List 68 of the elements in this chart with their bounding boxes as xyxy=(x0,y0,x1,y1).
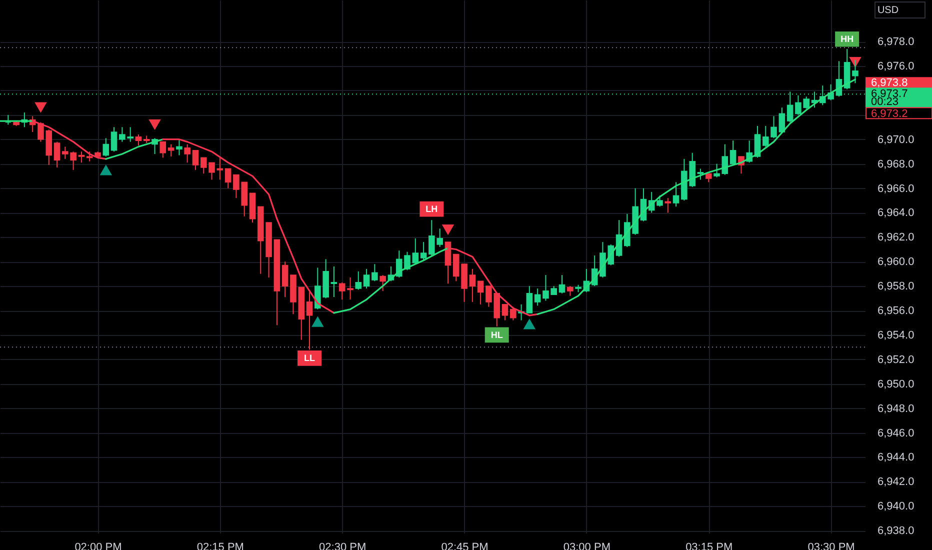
candlestick xyxy=(330,266,338,298)
y-tick-label: 6,938.0 xyxy=(878,525,914,538)
text: 6,973.2 xyxy=(871,108,908,120)
y-tick-label: 6,970.0 xyxy=(878,134,914,146)
candlestick xyxy=(282,261,288,298)
candlestick xyxy=(567,286,574,296)
candlestick xyxy=(469,268,476,302)
candlestick xyxy=(102,138,110,157)
y-tick-label: 6,954.0 xyxy=(878,329,914,342)
candlestick xyxy=(672,182,680,208)
point xyxy=(312,316,324,327)
candlestick xyxy=(477,280,484,305)
candlestick xyxy=(216,157,224,180)
text: 6,973.8 xyxy=(871,77,908,90)
candlestick xyxy=(78,151,85,164)
y-tick-label: 6,976.0 xyxy=(878,60,914,73)
candlestick xyxy=(526,286,533,314)
candlestick xyxy=(338,282,346,300)
candlestick xyxy=(730,140,736,166)
line-series xyxy=(536,78,856,315)
candlestick xyxy=(664,198,672,214)
candlestick xyxy=(192,150,199,170)
point xyxy=(523,318,536,330)
y-tick-label: 6,942.0 xyxy=(878,476,914,488)
y-tick-label: 6,950.0 xyxy=(878,378,914,390)
y-tick-label: 6,964.0 xyxy=(878,207,914,220)
candlestick xyxy=(534,288,541,306)
annotation: LL xyxy=(304,353,316,364)
y-tick-label: 6,968.0 xyxy=(878,158,914,170)
candlestick xyxy=(347,277,354,300)
candlestick xyxy=(135,134,142,146)
candlestick xyxy=(54,141,60,168)
y-tick-label: 6,958.0 xyxy=(878,280,914,293)
y-tick-label: 6,948.0 xyxy=(878,402,914,415)
y-tick-label: 6,962.0 xyxy=(878,232,914,244)
candlestick xyxy=(656,195,663,208)
candlestick xyxy=(558,274,566,294)
candlestick xyxy=(380,274,386,292)
y-tick-label: 6,946.0 xyxy=(878,427,914,440)
candlestick xyxy=(372,264,378,282)
text: 00:23 xyxy=(871,96,899,108)
candlestick xyxy=(363,268,370,290)
y-tick-label: 6,944.0 xyxy=(878,452,914,464)
point xyxy=(442,224,454,236)
candlestick xyxy=(697,168,704,180)
candlestick xyxy=(176,138,182,156)
annotation: LH xyxy=(426,204,438,214)
y-tick-label: 6,952.0 xyxy=(878,354,914,366)
y-tick-label: 6,956.0 xyxy=(878,305,914,318)
candlestick xyxy=(420,242,427,261)
y-tick-label: 6,978.0 xyxy=(878,36,914,48)
candlestick xyxy=(355,270,362,290)
line-series xyxy=(105,138,164,160)
candlestick xyxy=(168,144,174,157)
text: USD xyxy=(877,5,899,16)
y-tick-label: 6,960.0 xyxy=(878,256,914,268)
candlestick xyxy=(852,59,858,84)
y-tick-label: 6,940.0 xyxy=(878,500,914,513)
y-tick-label: 6,966.0 xyxy=(878,182,914,195)
point xyxy=(148,119,161,130)
point xyxy=(34,102,47,113)
candlestick xyxy=(224,168,232,189)
point xyxy=(100,164,112,176)
annotation: HH xyxy=(840,34,854,44)
candlestick xyxy=(184,144,190,164)
candlestick xyxy=(110,126,118,152)
candlestick xyxy=(5,114,12,126)
annotation: HL xyxy=(490,330,504,340)
